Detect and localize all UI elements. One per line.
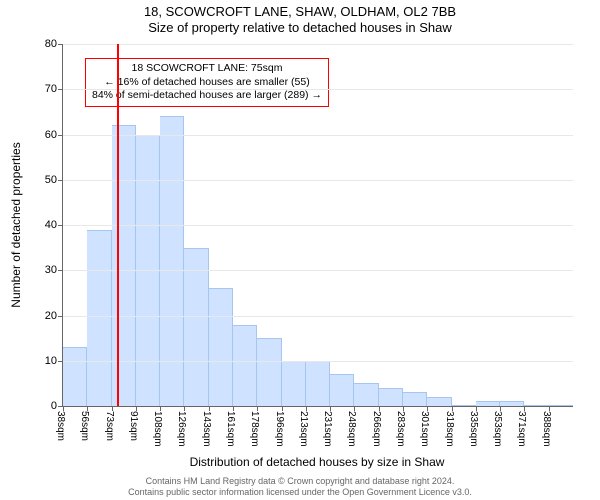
- x-tick-label: 335sqm: [468, 411, 479, 447]
- x-tick-label: 231sqm: [322, 411, 333, 447]
- y-tick-label: 60: [45, 129, 57, 141]
- x-tick-label: 283sqm: [395, 411, 406, 447]
- y-tick-mark: [58, 270, 63, 271]
- x-tick-label: 301sqm: [419, 411, 430, 447]
- bar: [184, 248, 208, 406]
- gridline: [63, 225, 573, 226]
- y-tick-label: 0: [51, 400, 57, 412]
- title-block: 18, SCOWCROFT LANE, SHAW, OLDHAM, OL2 7B…: [0, 4, 600, 35]
- marker-annotation: 18 SCOWCROFT LANE: 75sqm ← 16% of detach…: [85, 58, 329, 107]
- title-line-2: Size of property relative to detached ho…: [0, 20, 600, 36]
- marker-line: [117, 44, 119, 406]
- gridline: [63, 44, 573, 45]
- bar: [257, 338, 281, 406]
- x-tick-label: 178sqm: [249, 411, 260, 447]
- y-tick-label: 80: [45, 38, 57, 50]
- y-tick-label: 40: [45, 219, 57, 231]
- x-axis-label: Distribution of detached houses by size …: [62, 455, 572, 469]
- bar: [209, 288, 233, 406]
- x-tick-label: 126sqm: [176, 411, 187, 447]
- y-tick-mark: [58, 180, 63, 181]
- x-tick-label: 56sqm: [79, 411, 90, 441]
- footer-line-1: Contains HM Land Registry data © Crown c…: [0, 476, 600, 487]
- gridline: [63, 89, 573, 90]
- bar: [427, 397, 451, 406]
- bar: [379, 388, 403, 406]
- y-tick-mark: [58, 361, 63, 362]
- title-line-1: 18, SCOWCROFT LANE, SHAW, OLDHAM, OL2 7B…: [0, 4, 600, 20]
- bar: [524, 405, 548, 406]
- gridline: [63, 180, 573, 181]
- bar: [233, 325, 257, 406]
- gridline: [63, 270, 573, 271]
- y-tick-label: 50: [45, 174, 57, 186]
- bar: [476, 401, 500, 406]
- y-tick-mark: [58, 316, 63, 317]
- footer-line-2: Contains public sector information licen…: [0, 487, 600, 498]
- x-tick-label: 266sqm: [371, 411, 382, 447]
- annotation-line-3: 84% of semi-detached houses are larger (…: [92, 89, 322, 103]
- bar: [112, 125, 136, 406]
- gridline: [63, 316, 573, 317]
- x-tick-label: 371sqm: [516, 411, 527, 447]
- bar: [306, 361, 330, 406]
- bar: [282, 361, 306, 406]
- x-tick-label: 91sqm: [128, 411, 139, 441]
- y-tick-label: 70: [45, 83, 57, 95]
- y-axis-label: Number of detached properties: [9, 142, 23, 307]
- x-tick-label: 388sqm: [541, 411, 552, 447]
- y-tick-mark: [58, 89, 63, 90]
- bar: [330, 374, 354, 406]
- y-tick-mark: [58, 225, 63, 226]
- y-tick-label: 30: [45, 264, 57, 276]
- y-tick-label: 20: [45, 310, 57, 322]
- annotation-line-1: 18 SCOWCROFT LANE: 75sqm: [92, 62, 322, 76]
- y-tick-label: 10: [45, 355, 57, 367]
- bar: [500, 401, 524, 406]
- x-tick-label: 353sqm: [492, 411, 503, 447]
- x-tick-label: 161sqm: [225, 411, 236, 447]
- bar: [160, 116, 184, 406]
- y-tick-mark: [58, 44, 63, 45]
- gridline: [63, 361, 573, 362]
- plot-area: 38sqm56sqm73sqm91sqm108sqm126sqm143sqm16…: [62, 44, 573, 407]
- x-tick-label: 318sqm: [444, 411, 455, 447]
- histogram-chart: 18, SCOWCROFT LANE, SHAW, OLDHAM, OL2 7B…: [0, 0, 600, 500]
- x-tick-label: 108sqm: [152, 411, 163, 447]
- gridline: [63, 135, 573, 136]
- bar: [354, 383, 378, 406]
- bar: [452, 405, 476, 406]
- x-tick-label: 38sqm: [55, 411, 66, 441]
- bar: [549, 405, 573, 406]
- x-tick-label: 248sqm: [346, 411, 357, 447]
- x-tick-label: 143sqm: [201, 411, 212, 447]
- y-tick-mark: [58, 406, 63, 407]
- footer-attribution: Contains HM Land Registry data © Crown c…: [0, 476, 600, 498]
- annotation-line-2: ← 16% of detached houses are smaller (55…: [92, 76, 322, 90]
- y-tick-mark: [58, 135, 63, 136]
- x-tick-label: 73sqm: [104, 411, 115, 441]
- x-tick-label: 196sqm: [274, 411, 285, 447]
- x-tick-label: 213sqm: [298, 411, 309, 447]
- bar: [63, 347, 87, 406]
- bar: [87, 230, 111, 406]
- bar: [403, 392, 427, 406]
